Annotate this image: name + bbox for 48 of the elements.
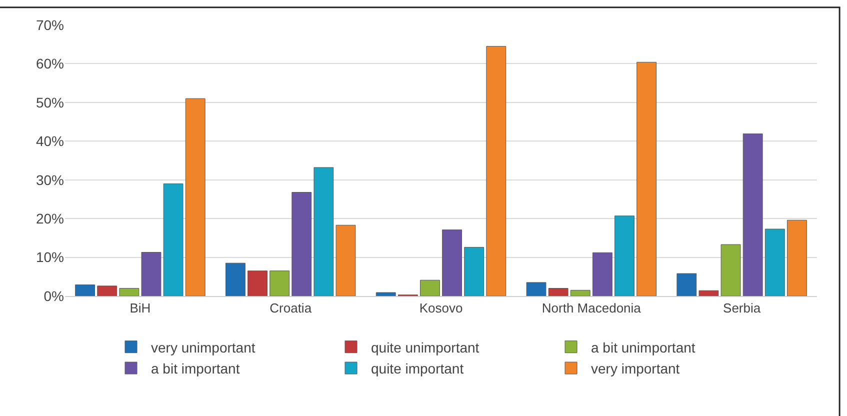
bar <box>742 134 763 296</box>
bar <box>442 230 462 296</box>
x-tick-label: North Macedonia <box>542 300 642 316</box>
bar <box>248 270 268 296</box>
bar <box>486 46 506 296</box>
x-tick-label: Croatia <box>270 300 312 316</box>
y-tick-label: 10% <box>36 249 64 266</box>
bar <box>97 286 118 296</box>
bar <box>163 183 184 296</box>
bar <box>226 262 246 296</box>
bar <box>270 270 290 296</box>
bar <box>314 167 334 296</box>
bar <box>75 284 96 296</box>
y-tick-label: 70% <box>36 16 64 33</box>
bar <box>592 252 612 296</box>
legend-label: a bit unimportant <box>591 339 696 356</box>
legend-label: very important <box>591 360 680 376</box>
bar <box>185 98 206 296</box>
bar <box>548 288 568 296</box>
bar <box>119 288 140 296</box>
bar <box>636 62 656 296</box>
bar <box>570 290 590 296</box>
bar <box>676 273 697 296</box>
legend-label: quite important <box>371 360 464 376</box>
x-tick-label: Serbia <box>723 300 762 316</box>
bar <box>764 228 785 296</box>
legend-label: a bit important <box>151 360 240 376</box>
bar <box>720 244 741 296</box>
bar <box>376 292 396 296</box>
bar <box>786 220 807 296</box>
legend-label: quite unimportant <box>371 339 480 356</box>
bar <box>141 252 162 296</box>
x-tick-label: BiH <box>130 300 151 316</box>
y-tick-label: 0% <box>44 288 64 304</box>
y-tick-label: 40% <box>36 133 64 150</box>
y-tick-label: 30% <box>36 172 64 188</box>
bar <box>464 246 484 296</box>
y-tick-label: 60% <box>36 56 64 72</box>
bar <box>526 282 546 296</box>
bar <box>292 192 312 296</box>
bar <box>614 216 634 296</box>
y-tick-label: 20% <box>36 210 64 226</box>
x-tick-label: Kosovo <box>419 300 463 316</box>
bar <box>336 224 356 296</box>
legend-label: very unimportant <box>151 339 256 356</box>
y-tick-label: 50% <box>36 94 64 110</box>
bar <box>698 290 719 296</box>
bar <box>420 280 440 296</box>
